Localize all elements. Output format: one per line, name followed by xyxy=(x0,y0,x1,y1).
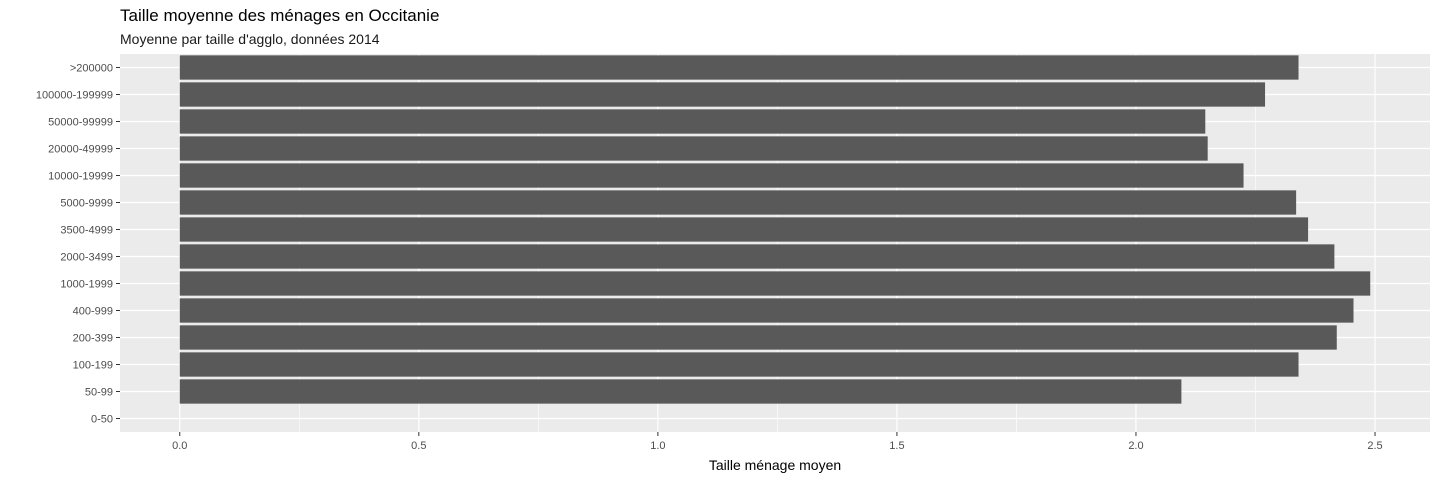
x-tick-label: 2.0 xyxy=(1128,440,1143,452)
bars xyxy=(179,55,1371,404)
x-axis: 0.0 0.5 1.0 1.5 2.0 2.5 xyxy=(172,432,1383,452)
y-tick-label: 0-50 xyxy=(91,414,113,426)
bar xyxy=(179,244,1335,269)
bar xyxy=(179,136,1208,161)
x-tick-label: 1.5 xyxy=(889,440,904,452)
y-tick-label: 20000-49999 xyxy=(48,144,113,156)
bar xyxy=(179,55,1299,80)
y-axis: >200000 100000-199999 50000-99999 20000-499… xyxy=(36,63,120,426)
x-tick-label: 0.5 xyxy=(411,440,426,452)
bar xyxy=(179,271,1371,296)
x-axis-title: Taille ménage moyen xyxy=(709,457,841,473)
y-tick-label: 50000-99999 xyxy=(48,117,113,129)
bar xyxy=(179,298,1354,323)
y-tick-label: 100-199 xyxy=(73,360,113,372)
bar xyxy=(179,352,1299,377)
x-tick-label: 1.0 xyxy=(650,440,665,452)
bar xyxy=(179,163,1244,188)
bar xyxy=(179,190,1297,215)
y-tick-label: 10000-19999 xyxy=(48,171,113,183)
bar xyxy=(179,109,1206,134)
y-tick-label: 5000-9999 xyxy=(60,198,113,210)
y-tick-label: 100000-199999 xyxy=(36,90,113,102)
y-tick-label: 1000-1999 xyxy=(60,279,113,291)
bar xyxy=(179,217,1309,242)
bar xyxy=(179,82,1266,107)
x-tick-label: 2.5 xyxy=(1367,440,1382,452)
y-tick-label: 200-399 xyxy=(73,333,113,345)
y-tick-label: 50-99 xyxy=(85,387,113,399)
chart-title: Taille moyenne des ménages en Occitanie xyxy=(120,6,440,25)
chart-subtitle: Moyenne par taille d'agglo, données 2014 xyxy=(120,31,380,47)
x-tick-label: 0.0 xyxy=(172,440,187,452)
y-tick-label: 2000-3499 xyxy=(60,252,113,264)
bar xyxy=(179,325,1337,350)
y-tick-label: 3500-4999 xyxy=(60,225,113,237)
bar xyxy=(179,379,1182,404)
y-tick-label: 400-999 xyxy=(73,306,113,318)
y-tick-label: >200000 xyxy=(70,63,113,75)
